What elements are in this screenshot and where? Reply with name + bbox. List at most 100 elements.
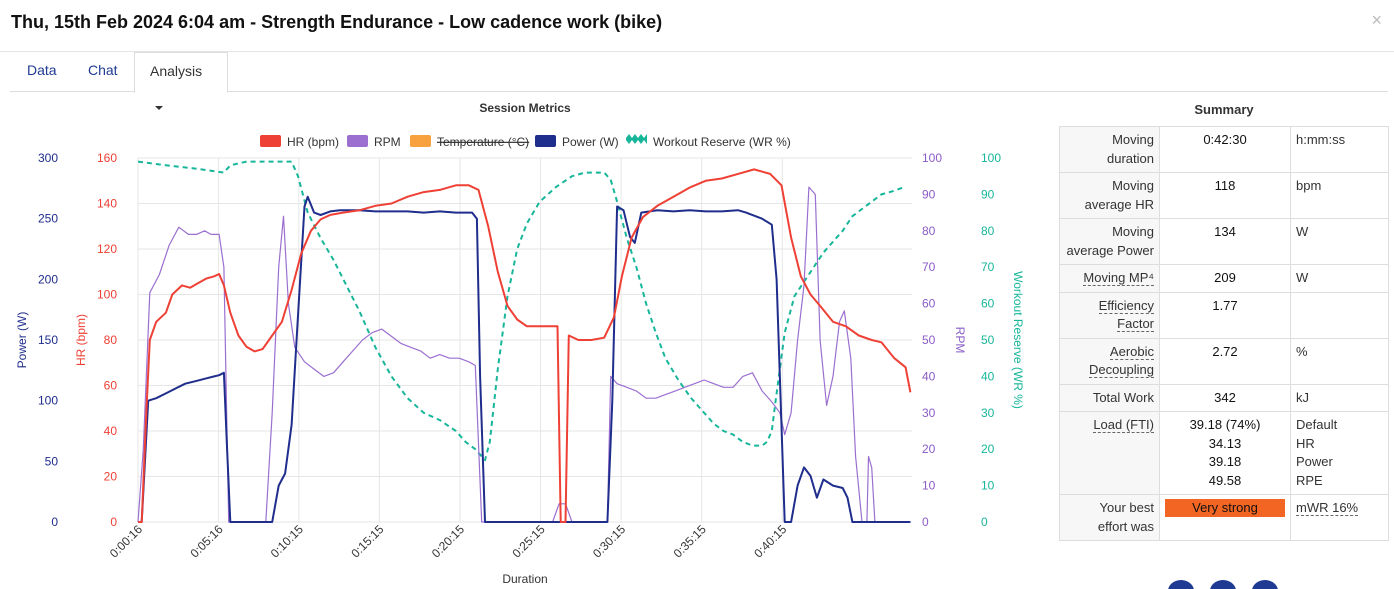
summary-unit-text: bpm [1296,178,1322,193]
summary-unit: mWR 16% [1290,494,1389,541]
chart-legend[interactable]: HR (bpm) RPM Temperature (°C) Power (W) Work… [260,134,791,149]
summary-value: 39.18 (74%) 34.13 39.18 49.58 [1159,411,1291,495]
summary-label-text: Your best [1099,500,1154,515]
summary-unit-text: kJ [1296,389,1309,405]
summary-value-text: 39.18 (74%) [1189,417,1261,432]
summary-label-text[interactable]: Moving MP⁴ [1083,270,1154,286]
rpm-axis-tick: 90 [922,187,936,201]
rpm-axis-tick: 30 [922,406,936,420]
summary-value-text: 1.77 [1212,297,1238,313]
rpm-axis-tick: 20 [922,442,936,456]
link-icon[interactable] [1252,580,1278,589]
summary-label-text: Total Work [1092,389,1154,405]
summary-label: Load (FTI) [1059,411,1160,495]
tab-bar: Data Chat Analysis [10,52,1388,111]
summary-label-text: Moving [1112,178,1154,193]
wr-axis-label: Workout Reserve (WR %) [1011,271,1025,409]
summary-panel: Summary Moving duration 0:42:30 h:mm:ss Movi… [1059,100,1389,541]
power-axis-tick: 200 [38,272,58,286]
chevron-down-icon [155,106,163,111]
legend-swatch [535,135,556,147]
power-axis-tick: 100 [38,394,58,408]
hr-axis-tick: 120 [97,242,117,256]
summary-value: 118 [1159,172,1291,219]
summary-label-text: Moving [1112,224,1154,239]
chart-title: Session Metrics [479,101,571,115]
x-tick-label: 0:05:16 [187,522,225,560]
summary-unit: W [1290,218,1389,265]
tab-chat[interactable]: Chat [88,62,118,78]
summary-label: Total Work [1059,383,1160,412]
wr-axis-tick: 90 [981,187,995,201]
power-axis-tick: 300 [38,151,58,165]
summary-value: Very strong [1159,494,1291,541]
session-metrics-chart: Session Metrics HR (bpm) RPM Temperature (… [15,101,1025,586]
summary-label-text: average HR [1084,196,1154,212]
summary-unit [1290,291,1389,339]
summary-unit-text: % [1296,343,1308,359]
wr-axis-tick: 50 [981,333,995,347]
facebook-icon[interactable] [1168,580,1194,589]
wr-axis-tick: 60 [981,297,995,311]
chart-grid [137,157,912,523]
rpm-axis-label: RPM [953,327,967,354]
summary-unit-text[interactable]: mWR 16% [1296,500,1359,516]
summary-label: Moving MP⁴ [1059,264,1160,293]
modal-header: Thu, 15th Feb 2024 6:04 am - Strength En… [0,0,1394,52]
summary-unit: kJ [1290,383,1389,412]
rpm-axis-tick: 10 [922,479,936,493]
power-axis-tick: 250 [38,212,58,226]
summary-unit: % [1290,337,1389,385]
x-tick-label: 0:25:15 [509,522,547,560]
hr-axis-tick: 140 [97,197,117,211]
summary-unit: W [1290,264,1389,293]
summary-row: Moving MP⁴ 209 W [1059,264,1389,293]
summary-row: Moving average HR 118 bpm [1059,172,1389,219]
rpm-axis-tick: 100 [922,151,942,165]
summary-label-text[interactable]: Factor [1117,316,1154,332]
x-tick-label: 0:35:15 [671,522,709,560]
tab-analysis-label: Analysis [150,63,203,79]
summary-row: Efficiency Factor 1.77 [1059,291,1389,339]
summary-label-text[interactable]: Efficiency [1098,297,1154,314]
summary-unit-text: HR [1296,435,1315,451]
summary-unit-text: W [1296,270,1309,285]
summary-value-text: 2.72 [1212,343,1238,359]
tab-analysis[interactable]: Analysis [134,52,228,111]
summary-label: Aerobic Decoupling [1059,337,1160,385]
summary-label-text: average Power [1066,242,1154,258]
summary-label: Your best effort was [1059,494,1160,541]
summary-unit-text: Default [1296,417,1338,432]
status-badge: Very strong [1165,499,1285,517]
summary-value: 2.72 [1159,337,1291,385]
power-axis-tick: 150 [38,333,58,347]
summary-label-text[interactable]: Aerobic [1109,343,1154,360]
summary-value-text: 118 [1214,178,1236,193]
tab-data[interactable]: Data [27,62,57,78]
hr-axis-tick: 0 [110,515,117,529]
summary-value-text: 34.13 [1208,435,1242,451]
rpm-axis-tick: 0 [922,515,929,529]
wr-axis-tick: 10 [981,479,995,493]
rpm-axis-tick: 50 [922,333,936,347]
wr-axis-tick: 70 [981,260,995,274]
close-icon[interactable]: × [1371,10,1382,30]
summary-row: Your best effort was Very strong mWR 16% [1059,494,1389,541]
legend-swatch [410,135,431,147]
page-title: Thu, 15th Feb 2024 6:04 am - Strength En… [11,12,663,32]
x-tick-label: 0:20:15 [429,522,467,560]
summary-label-text[interactable]: Load (FTI) [1093,417,1154,433]
hr-axis-tick: 100 [97,288,117,302]
summary-value-text: 134 [1214,224,1236,239]
wr-axis-tick: 20 [981,442,995,456]
legend-item: Workout Reserve (WR %) [653,135,791,149]
summary-value-text: 342 [1214,389,1236,405]
summary-value: 342 [1159,383,1291,412]
summary-unit-text: W [1296,224,1309,239]
twitter-icon[interactable] [1210,580,1236,589]
legend-swatch [626,134,647,144]
wr-axis-tick: 0 [981,515,988,529]
summary-label-text[interactable]: Decoupling [1088,362,1154,378]
summary-value: 209 [1159,264,1291,293]
share-icons [1168,580,1288,589]
